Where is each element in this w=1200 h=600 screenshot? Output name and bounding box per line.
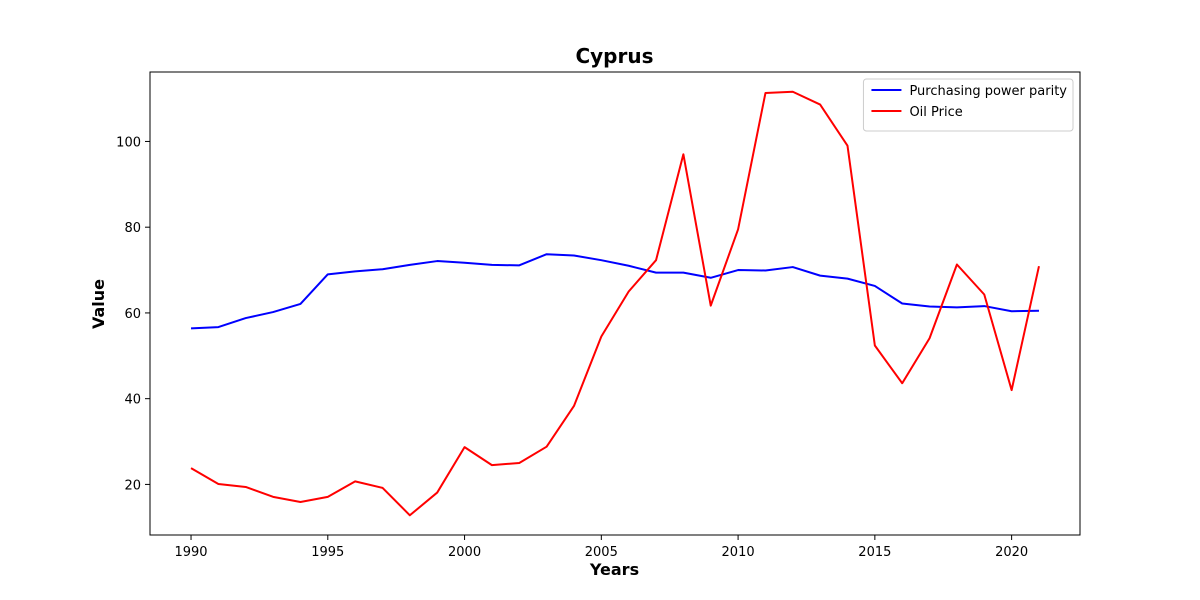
series-line-purchasing-power-parity [190,253,1039,330]
y-tick-label: 40 [124,393,141,408]
y-tick-label: 80 [124,221,141,236]
y-tick-label: 100 [116,135,141,150]
x-tick-label: 2015 [858,545,891,560]
x-tick-label: 2020 [995,545,1028,560]
x-axis-title: Years [589,560,639,579]
x-tick-label: 2010 [722,545,755,560]
series-line-oil-price [190,90,1040,517]
x-tick-label: 2000 [448,545,481,560]
chart-title: Cyprus [575,44,653,68]
plot-frame [149,71,1081,536]
x-tick-label: 2005 [585,545,618,560]
y-tick-label: 20 [124,478,141,493]
legend-label: Purchasing power parity [909,84,1067,99]
x-tick-label: 1990 [174,545,207,560]
legend: Purchasing power parity Oil Price [862,78,1074,132]
x-tick-label: 1995 [311,545,344,560]
y-axis-title: Value [89,279,108,329]
y-tick-label: 60 [124,307,141,322]
legend-box [862,78,1074,132]
legend-label: Oil Price [909,105,962,120]
